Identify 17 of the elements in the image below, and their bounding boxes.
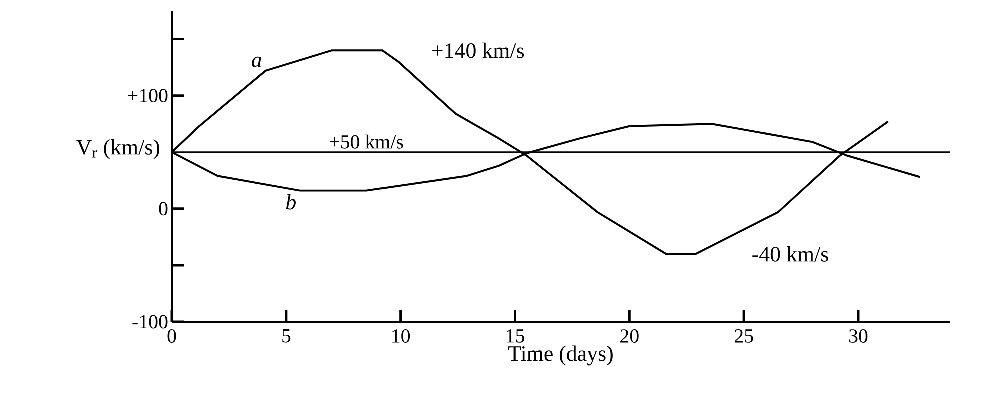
x-tick-label: 0: [168, 330, 176, 343]
y-tick-label: +100: [128, 89, 168, 103]
x-tick-label: 15: [507, 330, 524, 343]
x-axis-title: Time (days): [508, 346, 613, 366]
series-label: b: [286, 194, 296, 210]
annotation: +140 km/s: [432, 42, 524, 58]
series-label: a: [252, 56, 262, 68]
x-tick-label: 5: [282, 330, 291, 343]
y-axis-title: V$_{r}$ (km/s): [76, 139, 160, 160]
x-tick-label: 20: [620, 330, 639, 343]
ref-line-label: +50 km/s: [330, 134, 404, 149]
y-tick-label: -100: [132, 315, 168, 329]
annotation: -40 km/s: [752, 246, 828, 262]
x-tick-label: 10: [392, 330, 410, 343]
x-tick-label: 30: [849, 330, 868, 343]
x-tick-label: 25: [734, 330, 754, 343]
y-tick-label: 0: [159, 202, 168, 216]
